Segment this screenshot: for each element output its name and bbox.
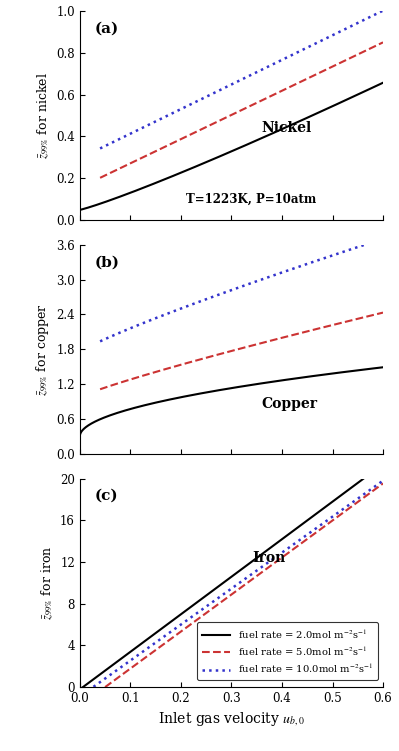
X-axis label: Inlet gas velocity $u_{b,0}$: Inlet gas velocity $u_{b,0}$ — [158, 710, 305, 728]
Text: T=1223K, P=10atm: T=1223K, P=10atm — [186, 193, 316, 207]
Text: (c): (c) — [95, 489, 119, 503]
Text: Nickel: Nickel — [262, 121, 312, 135]
Y-axis label: $\bar{z}_{99\%}$ for copper: $\bar{z}_{99\%}$ for copper — [34, 303, 51, 396]
Text: Iron: Iron — [253, 551, 286, 565]
Y-axis label: $\bar{z}_{99\%}$ for nickel: $\bar{z}_{99\%}$ for nickel — [36, 72, 51, 159]
Legend: fuel rate = 2.0mol m$^{-2}$s$^{-1}$, fuel rate = 5.0mol m$^{-2}$s$^{-1}$, fuel r: fuel rate = 2.0mol m$^{-2}$s$^{-1}$, fue… — [197, 623, 378, 680]
Y-axis label: $\bar{z}_{99\%}$ for iron: $\bar{z}_{99\%}$ for iron — [40, 546, 55, 620]
Text: (a): (a) — [95, 22, 119, 36]
Text: (b): (b) — [95, 255, 120, 270]
Text: Copper: Copper — [262, 397, 318, 411]
